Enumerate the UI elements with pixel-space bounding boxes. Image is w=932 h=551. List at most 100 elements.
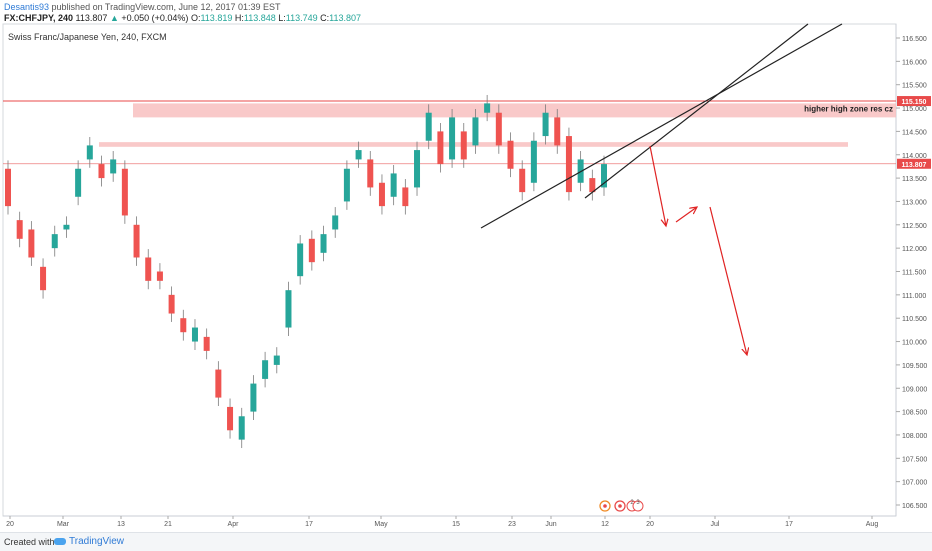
candle-body bbox=[121, 168, 128, 216]
y-tick-label: 108.500 bbox=[902, 410, 927, 417]
candle-body bbox=[145, 257, 152, 281]
candle-body bbox=[343, 168, 350, 202]
x-tick-label: Mar bbox=[57, 521, 70, 528]
y-tick-label: 114.000 bbox=[902, 153, 927, 160]
y-tick-label: 109.000 bbox=[902, 386, 927, 393]
event-dot bbox=[618, 504, 622, 508]
candlestick-chart[interactable]: higher high zone res cz 116.500 116.000 11… bbox=[0, 0, 932, 532]
candle-body bbox=[484, 103, 491, 113]
last-price: 113.807 bbox=[75, 13, 108, 23]
projection-arrow bbox=[649, 145, 666, 226]
candle-body bbox=[5, 168, 11, 207]
candle-body bbox=[191, 327, 198, 342]
candle-body bbox=[332, 215, 339, 230]
candle-body bbox=[542, 112, 549, 137]
x-tick-label: 17 bbox=[785, 521, 793, 528]
low-value: 113.749 bbox=[285, 13, 318, 23]
author-link[interactable]: Desantis93 bbox=[4, 2, 50, 12]
price-label-text: 115.150 bbox=[902, 99, 927, 106]
y-tick-label: 113.000 bbox=[902, 199, 927, 206]
candle-body bbox=[530, 140, 537, 183]
candle-body bbox=[437, 131, 444, 165]
x-tick-label: May bbox=[374, 521, 388, 528]
candle-body bbox=[86, 145, 93, 160]
resistance-zone bbox=[133, 103, 896, 118]
y-tick-label: 111.000 bbox=[902, 293, 926, 300]
candle-body bbox=[297, 243, 304, 277]
open-value: 113.819 bbox=[200, 13, 233, 23]
event-count: 3 bbox=[636, 500, 640, 506]
candle-body bbox=[168, 294, 175, 314]
high-value: 113.848 bbox=[243, 13, 276, 23]
candle-body bbox=[390, 173, 397, 197]
trend-line-lower bbox=[480, 23, 843, 229]
candle-body bbox=[51, 234, 58, 249]
y-tick-label: 115.500 bbox=[902, 83, 927, 90]
tradingview-brand[interactable]: TradingView bbox=[54, 536, 124, 547]
close-value: 113.807 bbox=[329, 13, 362, 23]
y-tick-label: 107.000 bbox=[902, 480, 927, 487]
x-tick-label: 20 bbox=[6, 521, 14, 528]
y-tick-label: 112.500 bbox=[902, 223, 927, 230]
candle-body bbox=[460, 131, 467, 160]
y-tick-label: 115.000 bbox=[902, 106, 927, 113]
chart-header: Desantis93 published on TradingView.com,… bbox=[0, 0, 932, 24]
candle-body bbox=[28, 229, 35, 258]
up-arrow-icon: ▲ bbox=[109, 13, 119, 23]
tradingview-logo-icon bbox=[54, 537, 66, 545]
candle-body bbox=[16, 220, 23, 239]
candle-body bbox=[402, 187, 409, 207]
x-tick-label: 23 bbox=[508, 521, 516, 528]
open-label: O: bbox=[190, 13, 201, 23]
candle-body bbox=[355, 150, 362, 160]
plot-area bbox=[2, 23, 897, 517]
x-tick-label: 15 bbox=[452, 521, 460, 528]
candle-body bbox=[133, 224, 140, 258]
created-with-text: Created with bbox=[4, 537, 55, 547]
x-tick-label: Jun bbox=[545, 521, 556, 528]
x-tick-label: 12 bbox=[601, 521, 609, 528]
projection-arrow bbox=[709, 206, 747, 355]
price-label-box bbox=[897, 158, 931, 169]
candle-body bbox=[110, 159, 117, 174]
price-change: +0.050 (+0.04%) bbox=[121, 13, 189, 23]
chart-title: Swiss Franc/Japanese Yen, 240, FXCM bbox=[8, 32, 167, 42]
candle-body bbox=[156, 271, 163, 281]
y-tick-label: 111.500 bbox=[902, 270, 926, 277]
price-label-box bbox=[897, 96, 931, 107]
event-count: 2 bbox=[630, 500, 634, 506]
x-tick-label: 13 bbox=[117, 521, 125, 528]
y-tick-label: 109.500 bbox=[902, 363, 927, 370]
candle-body bbox=[495, 112, 502, 146]
symbol-label: FX:CHFJPY, 240 bbox=[4, 13, 74, 23]
candle-body bbox=[63, 224, 70, 230]
candle-body bbox=[519, 168, 526, 193]
candle-body bbox=[308, 238, 315, 263]
candle-body bbox=[262, 360, 269, 379]
x-tick-label: Apr bbox=[228, 521, 240, 528]
y-tick-label: 110.000 bbox=[902, 340, 927, 347]
y-tick-label: 108.000 bbox=[902, 433, 927, 440]
y-tick-label: 107.500 bbox=[902, 456, 927, 463]
y-tick-label: 112.000 bbox=[902, 246, 927, 253]
y-tick-label: 110.500 bbox=[902, 316, 927, 323]
candle-body bbox=[180, 318, 187, 333]
candle-body bbox=[203, 336, 210, 351]
candle-body bbox=[40, 266, 47, 291]
candle-body bbox=[414, 150, 421, 188]
candle-body bbox=[601, 164, 607, 188]
candle-body bbox=[472, 117, 479, 146]
event-dot bbox=[603, 504, 607, 508]
candle-body bbox=[589, 178, 596, 193]
x-tick-label: 17 bbox=[305, 521, 313, 528]
candle-body bbox=[507, 140, 514, 169]
event-circle bbox=[632, 500, 644, 512]
low-label: L: bbox=[278, 13, 286, 23]
candle-body bbox=[378, 182, 385, 207]
price-label-text: 113.807 bbox=[902, 162, 927, 169]
ohlc-line: FX:CHFJPY, 240 113.807 ▲ +0.050 (+0.04%)… bbox=[4, 13, 361, 23]
x-tick-label: Aug bbox=[866, 521, 879, 528]
close-label: C: bbox=[320, 13, 330, 23]
footer-bar: Created with TradingView bbox=[0, 532, 932, 551]
candle-body bbox=[565, 136, 572, 193]
